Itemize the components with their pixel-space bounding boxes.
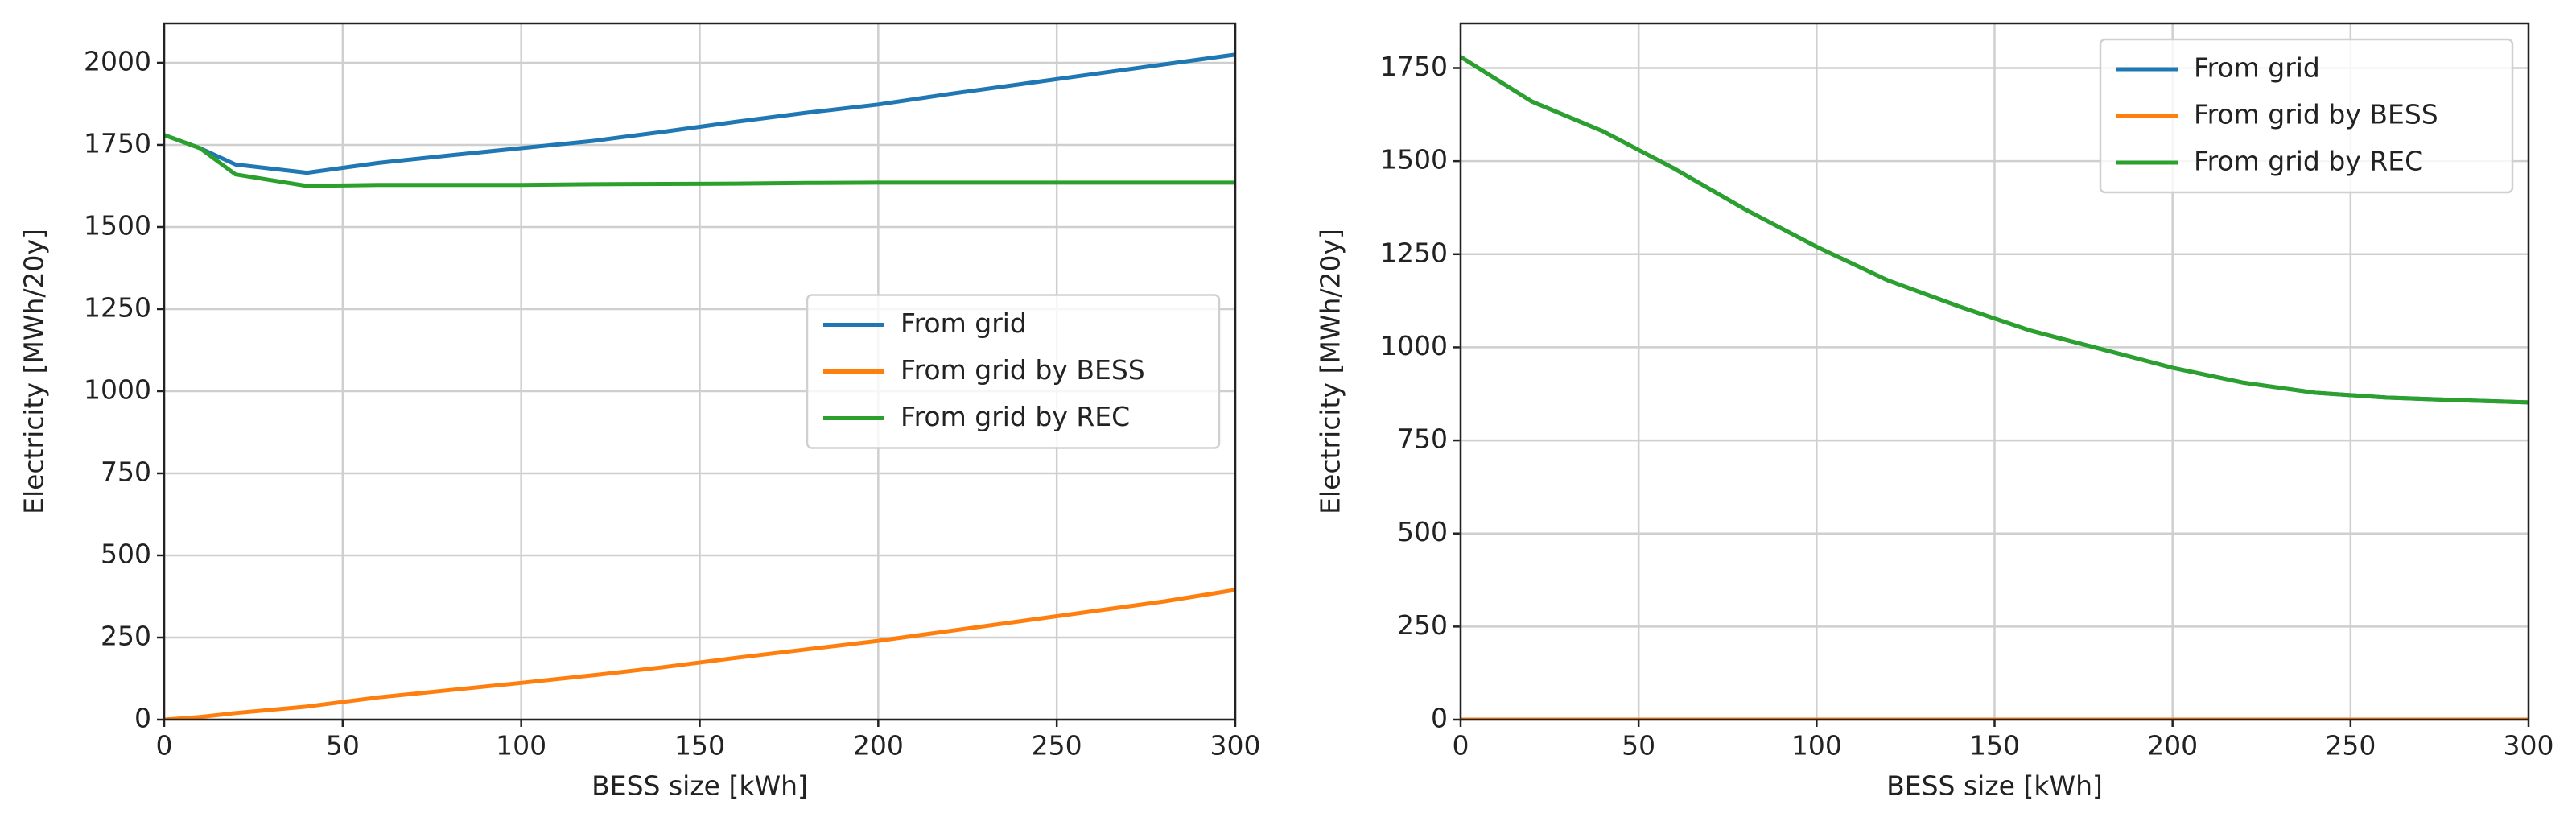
data-line	[164, 133, 1235, 188]
x-tick-label: 200	[853, 730, 904, 762]
x-tick-label: 100	[496, 730, 546, 762]
x-tick-label: 0	[1453, 730, 1469, 762]
data-line	[164, 588, 1235, 720]
legend-label: From grid by BESS	[901, 354, 1145, 386]
x-tick-label: 150	[1969, 730, 2020, 762]
x-tick-label: 300	[2504, 730, 2554, 762]
y-tick-label: 1750	[84, 127, 151, 159]
y-tick-label: 250	[1397, 609, 1448, 641]
x-tick-label: 300	[1210, 730, 1261, 762]
plot-area	[164, 52, 1235, 720]
y-tick-label: 1250	[1380, 237, 1448, 268]
y-tick-label: 1750	[1380, 51, 1448, 82]
x-tick-label: 50	[1622, 730, 1655, 762]
y-axis-label: Electricity [MWh/20y]	[19, 229, 50, 514]
x-tick-label: 150	[674, 730, 725, 762]
x-axis-label: BESS size [kWh]	[591, 770, 808, 802]
y-tick-label: 2000	[84, 45, 151, 76]
y-axis-label: Electricity [MWh/20y]	[1315, 229, 1346, 514]
y-tick-label: 0	[1431, 703, 1448, 734]
x-tick-label: 50	[326, 730, 360, 762]
axes-frame	[163, 22, 1237, 721]
legend-box	[806, 294, 1221, 449]
legend-label: From grid by REC	[2194, 146, 2423, 177]
legend-label: From grid	[901, 308, 1027, 339]
y-tick-label: 500	[1397, 516, 1448, 547]
y-tick-label: 750	[101, 456, 151, 487]
x-tick-label: 100	[1791, 730, 1842, 762]
y-tick-label: 500	[101, 538, 151, 569]
y-tick-label: 250	[101, 620, 151, 651]
legend-label: From grid by BESS	[2194, 99, 2438, 130]
data-line	[164, 52, 1235, 175]
y-tick-label: 1250	[84, 291, 151, 323]
legend: From grid From grid by BESS From grid by R…	[2099, 38, 2514, 194]
plot-area	[1461, 55, 2529, 720]
legend-box	[2099, 38, 2514, 194]
axes-frame	[1459, 22, 2530, 721]
x-tick-label: 200	[2147, 730, 2198, 762]
y-tick-label: 1000	[1380, 330, 1448, 361]
legend: From grid From grid by BESS From grid by R…	[806, 294, 1221, 449]
x-tick-label: 0	[156, 730, 173, 762]
y-tick-label: 1500	[1380, 144, 1448, 175]
y-tick-label: 1000	[84, 374, 151, 405]
data-line	[1461, 55, 2529, 405]
y-tick-label: 1500	[84, 209, 151, 241]
x-axis-label: BESS size [kWh]	[1886, 770, 2103, 802]
x-tick-label: 250	[2325, 730, 2376, 762]
legend-label: From grid	[2194, 52, 2320, 84]
subplot: 0 250 500 750 1000 1250 1500 1750 2000 0 50 100 150 2…	[19, 22, 1261, 802]
subplot: 0 250 500 750 1000 1250 1500 1750 0 50 100 150 200 25…	[1315, 22, 2554, 802]
y-tick-label: 750	[1397, 423, 1448, 455]
legend-label: From grid by REC	[901, 401, 1130, 432]
x-tick-label: 250	[1032, 730, 1082, 762]
y-tick-label: 0	[134, 703, 151, 734]
